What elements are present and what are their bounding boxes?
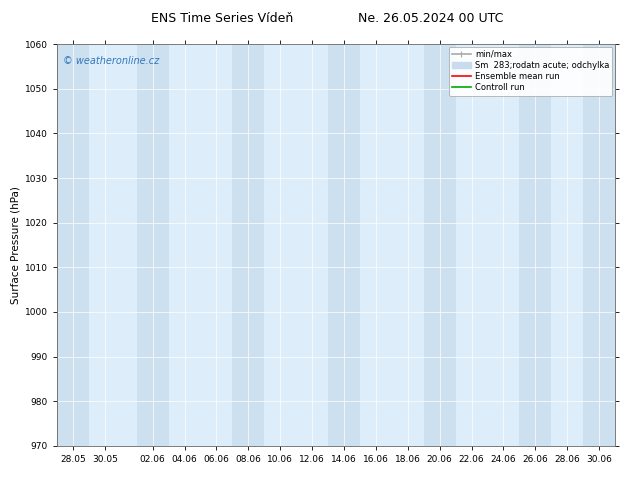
Bar <box>519 44 551 446</box>
Bar <box>233 44 264 446</box>
Bar <box>328 44 360 446</box>
Legend: min/max, Sm  283;rodatn acute; odchylka, Ensemble mean run, Controll run: min/max, Sm 283;rodatn acute; odchylka, … <box>449 47 612 96</box>
Y-axis label: Surface Pressure (hPa): Surface Pressure (hPa) <box>11 186 21 304</box>
Bar <box>137 44 169 446</box>
Bar <box>57 44 89 446</box>
Text: © weatheronline.cz: © weatheronline.cz <box>63 56 159 66</box>
Text: ENS Time Series Vídeň: ENS Time Series Vídeň <box>151 12 293 25</box>
Text: Ne. 26.05.2024 00 UTC: Ne. 26.05.2024 00 UTC <box>358 12 504 25</box>
Bar <box>583 44 615 446</box>
Bar <box>424 44 456 446</box>
